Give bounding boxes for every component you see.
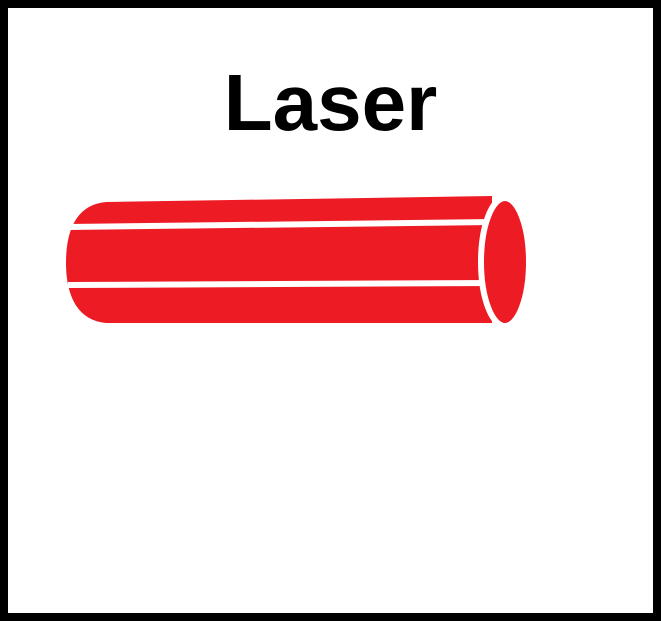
laser-rod-stripe-bottom bbox=[67, 280, 495, 288]
laser-rod-icon bbox=[66, 195, 532, 329]
page-title: Laser bbox=[223, 58, 438, 147]
laser-rod-body bbox=[66, 196, 492, 323]
laser-rod-stripe-top bbox=[67, 219, 495, 230]
laser-rod-end-cap bbox=[478, 195, 532, 329]
